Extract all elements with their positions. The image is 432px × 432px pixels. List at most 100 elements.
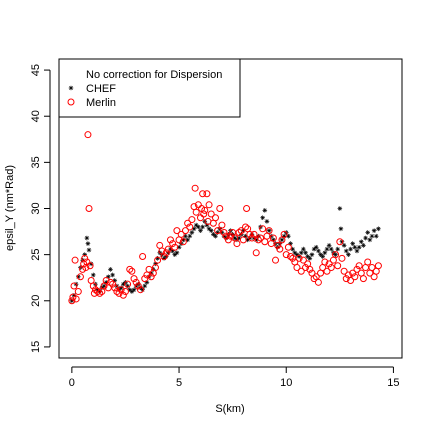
merlin-point (130, 275, 138, 283)
merlin-point (139, 252, 147, 260)
merlin-point (128, 267, 136, 275)
chef-point (371, 228, 377, 233)
merlin-point (227, 232, 234, 240)
legend: No correction for Dispersion CHEF Merlin (58, 58, 241, 118)
legend-label-merlin: Merlin (86, 97, 116, 109)
merlin-point (196, 214, 204, 222)
chef-point (367, 237, 373, 243)
merlin-point (154, 256, 162, 264)
merlin-point (201, 206, 209, 214)
merlin-point (68, 297, 76, 305)
merlin-point (145, 265, 153, 273)
y-tick-label: 25 (30, 249, 42, 261)
merlin-point (151, 264, 159, 272)
merlin-point (132, 278, 140, 286)
y-tick-label: 40 (30, 110, 42, 122)
merlin-point (147, 273, 155, 281)
merlin-point (287, 252, 295, 260)
chef-point (200, 224, 205, 230)
merlin-point (342, 275, 350, 283)
merlin-point (106, 278, 114, 286)
merlin-point (85, 205, 93, 212)
y-tick-label: 30 (30, 202, 42, 214)
merlin-point (334, 262, 342, 270)
merlin-point (347, 276, 355, 284)
chef-point (341, 243, 347, 248)
chef-point (196, 224, 201, 230)
merlin-point (71, 256, 79, 264)
x-tick-label: 10 (280, 377, 292, 389)
merlin-point (214, 227, 222, 235)
chef-point (142, 283, 148, 289)
merlin-point (216, 205, 224, 212)
merlin-point (115, 289, 123, 297)
chef-point (198, 228, 203, 233)
chef-point (262, 208, 268, 213)
merlin-point (310, 275, 318, 283)
merlin-point (274, 241, 282, 249)
merlin-point (293, 264, 301, 272)
merlin-point (243, 205, 251, 212)
merlin-point (76, 273, 84, 281)
chef-point (307, 256, 313, 261)
merlin-point (91, 286, 99, 294)
merlin-point (257, 234, 265, 242)
merlin-point (126, 265, 134, 273)
merlin-point (94, 288, 102, 296)
merlin-point (203, 190, 211, 198)
merlin-point (207, 210, 215, 218)
chef-point (376, 226, 381, 232)
x-axis-title: S(km) (215, 403, 244, 415)
merlin-point (325, 260, 333, 268)
merlin-point (166, 236, 174, 244)
chef-point (189, 230, 195, 235)
merlin-point (250, 230, 258, 238)
chef-point (316, 248, 321, 254)
chef-point (333, 252, 338, 257)
merlin-point (252, 249, 260, 257)
merlin-point (338, 254, 346, 262)
merlin-point (248, 234, 256, 242)
merlin-point (340, 267, 348, 275)
chef-point (108, 267, 113, 272)
merlin-point (280, 230, 288, 238)
merlin-point (254, 236, 262, 244)
merlin-point (306, 265, 314, 273)
merlin-point (218, 221, 226, 229)
merlin-point (321, 258, 329, 266)
merlin-point (181, 227, 189, 235)
y-tick-label: 15 (30, 341, 42, 353)
merlin-point (192, 208, 200, 216)
chef-point (110, 272, 115, 278)
merlin-point (233, 240, 241, 248)
chef-point (354, 248, 360, 254)
merlin-point (164, 245, 172, 253)
merlin-point (124, 280, 132, 288)
merlin-point (121, 288, 129, 296)
x-tick-label: 15 (387, 377, 399, 389)
merlin-point (349, 269, 357, 277)
chef-point (361, 243, 366, 248)
merlin-point (84, 131, 92, 139)
chef-point (260, 215, 265, 221)
merlin-point (368, 264, 376, 272)
chef-point (279, 237, 285, 243)
merlin-point (224, 236, 232, 244)
merlin-point (297, 267, 305, 275)
chef-point (303, 250, 308, 256)
merlin-point (272, 256, 280, 264)
chef-point (264, 219, 270, 224)
chef-point (301, 246, 306, 252)
merlin-point (242, 223, 250, 231)
merlin-point (265, 227, 273, 235)
chef-point (320, 254, 325, 259)
chef-point (208, 228, 214, 233)
chef-point (313, 244, 319, 250)
merlin-point (359, 275, 367, 283)
merlin-point (113, 288, 121, 296)
chef-point (346, 252, 351, 257)
chef-point (335, 246, 340, 252)
chef-point (91, 272, 96, 278)
merlin-point (353, 265, 361, 273)
